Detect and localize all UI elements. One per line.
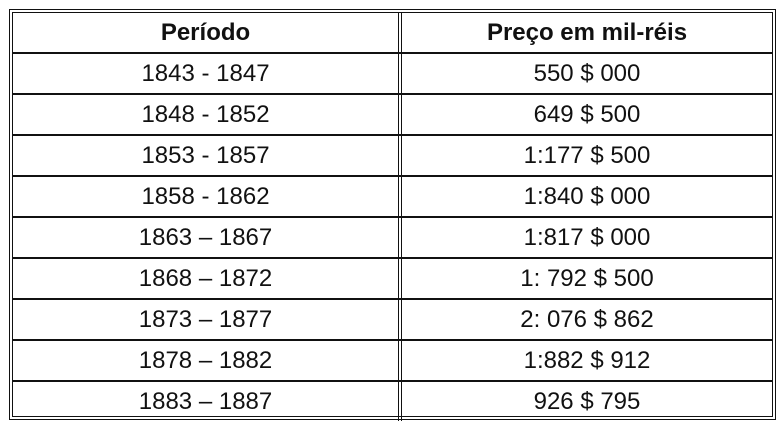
price-cell: 1:840 $ 000 xyxy=(398,177,772,216)
table-row: 1868 – 1872 1: 792 $ 500 xyxy=(13,257,772,298)
price-cell: 550 $ 000 xyxy=(398,54,772,93)
table-row: 1853 - 1857 1:177 $ 500 xyxy=(13,134,772,175)
period-cell: 1848 - 1852 xyxy=(141,100,270,128)
price-cell: 649 $ 500 xyxy=(398,95,772,134)
table-row: 1878 – 1882 1:882 $ 912 xyxy=(13,339,772,380)
period-cell: 1863 – 1867 xyxy=(138,223,273,251)
header-price: Preço em mil-réis xyxy=(398,13,772,52)
price-table: Período Preço em mil-réis 1843 - 1847 550… xyxy=(9,9,776,421)
table-row: 1873 – 1877 2: 076 $ 862 xyxy=(13,298,772,339)
table-header-row: Período Preço em mil-réis xyxy=(13,13,772,52)
period-cell: 1883 – 1887 xyxy=(138,387,273,415)
price-cell: 1:882 $ 912 xyxy=(398,341,772,380)
period-cell: 1868 – 1872 xyxy=(138,264,273,292)
table-row: 1863 – 1867 1:817 $ 000 xyxy=(13,216,772,257)
price-cell: 1:817 $ 000 xyxy=(398,218,772,257)
table-row: 1883 – 1887 926 $ 795 xyxy=(13,380,772,421)
period-cell: 1873 – 1877 xyxy=(138,305,273,333)
header-period: Período xyxy=(160,18,251,46)
period-cell: 1878 – 1882 xyxy=(138,346,273,374)
price-cell: 926 $ 795 xyxy=(398,382,772,421)
table-row: 1858 - 1862 1:840 $ 000 xyxy=(13,175,772,216)
table-row: 1848 - 1852 649 $ 500 xyxy=(13,93,772,134)
table-row: 1843 - 1847 550 $ 000 xyxy=(13,52,772,93)
period-cell: 1853 - 1857 xyxy=(141,141,270,169)
price-cell: 1: 792 $ 500 xyxy=(398,259,772,298)
price-cell: 1:177 $ 500 xyxy=(398,136,772,175)
period-cell: 1843 - 1847 xyxy=(141,59,270,87)
price-cell: 2: 076 $ 862 xyxy=(398,300,772,339)
period-cell: 1858 - 1862 xyxy=(141,182,270,210)
